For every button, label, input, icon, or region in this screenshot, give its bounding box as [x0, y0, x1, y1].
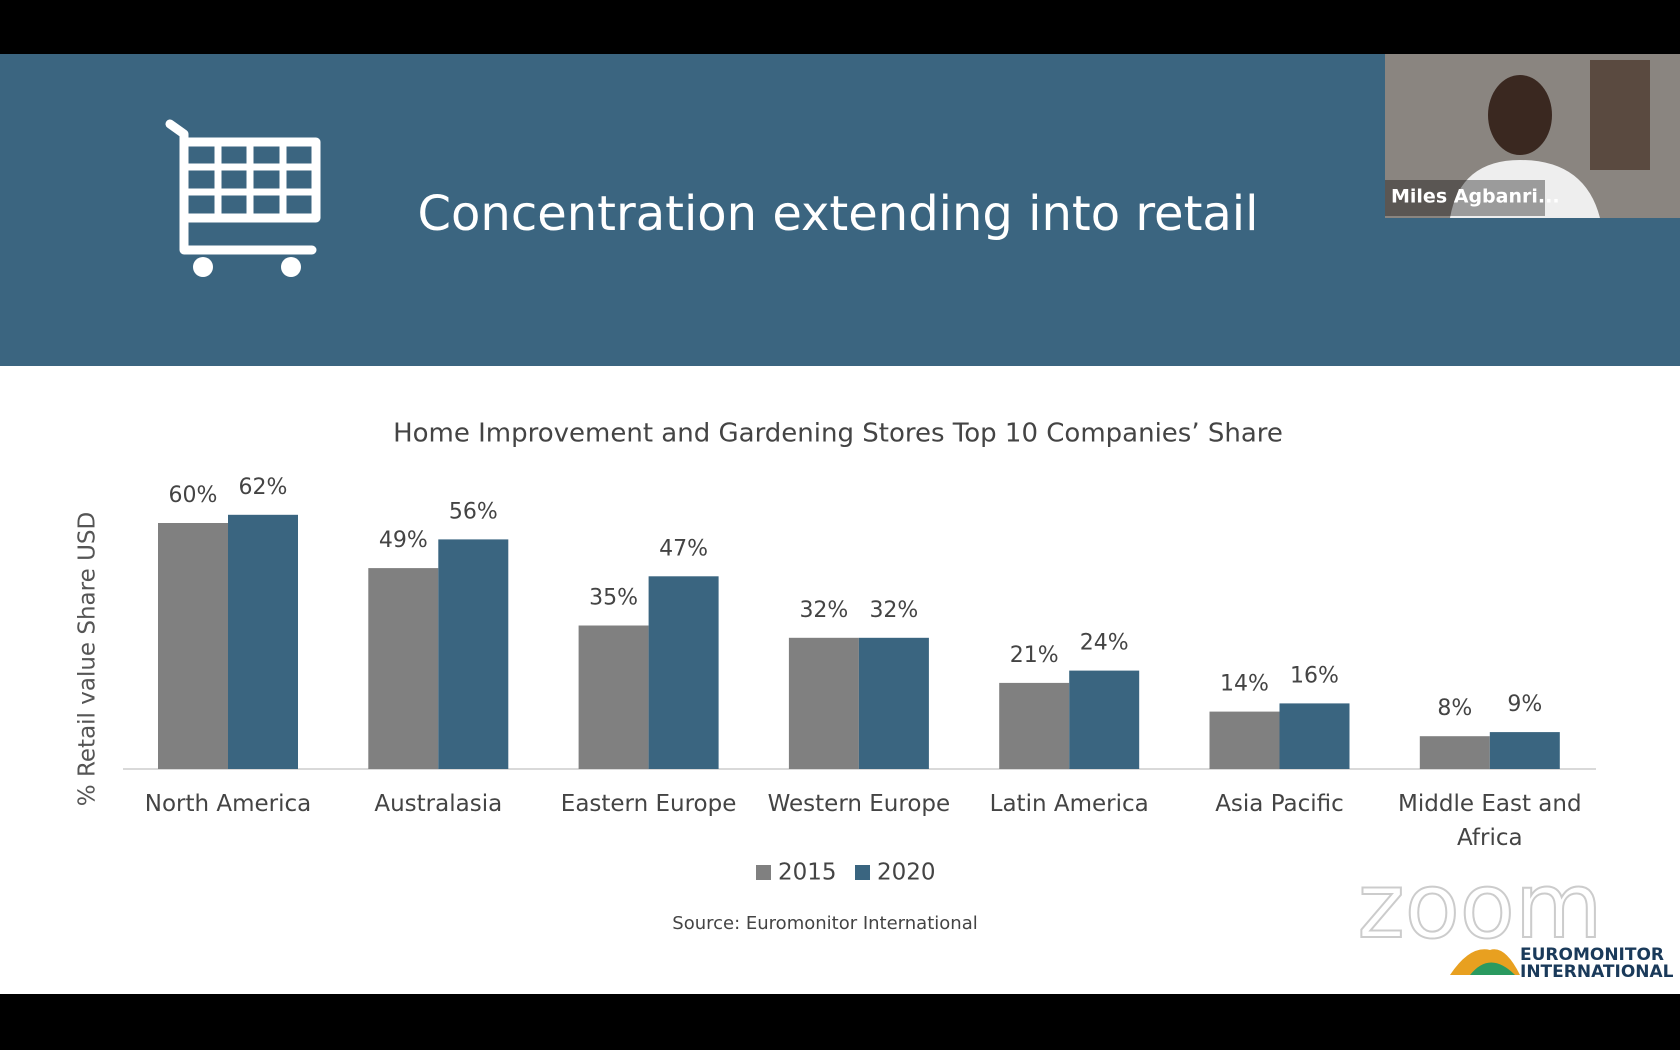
bar — [858, 637, 929, 769]
bar — [999, 682, 1070, 769]
slide-title: Concentration extending into retail — [418, 186, 1259, 242]
y-axis-label: % Retail value Share USD — [75, 512, 101, 806]
value-label: 47% — [659, 536, 708, 561]
bar — [1419, 736, 1490, 769]
value-label: 16% — [1290, 663, 1339, 688]
brand-logo: EUROMONITOR INTERNATIONAL — [1450, 945, 1674, 982]
brand-line: EUROMONITOR — [1520, 945, 1664, 965]
x-tick-label: Latin America — [989, 791, 1149, 817]
legend-label: 2020 — [877, 860, 936, 886]
value-label: 14% — [1220, 672, 1269, 697]
legend-swatch — [756, 865, 771, 880]
value-label: 24% — [1080, 631, 1129, 656]
bar — [1279, 703, 1350, 769]
x-tick-label: Middle East and Africa — [1398, 791, 1582, 851]
bar — [1209, 711, 1280, 769]
bar — [788, 637, 859, 769]
x-tick-label: Asia Pacific — [1215, 791, 1344, 817]
value-label: 32% — [869, 598, 918, 623]
bar — [1489, 732, 1560, 769]
value-label: 62% — [239, 475, 288, 500]
value-label: 56% — [449, 499, 498, 524]
video-tile: Miles Agbanri... — [1385, 54, 1680, 218]
source: Source: Euromonitor International — [672, 913, 977, 934]
value-label: 32% — [799, 598, 848, 623]
bar — [1069, 670, 1140, 769]
bar — [228, 514, 298, 769]
chart-title: Home Improvement and Gardening Stores To… — [393, 419, 1283, 449]
bar — [648, 576, 719, 769]
value-label: 8% — [1437, 696, 1472, 721]
value-label: 60% — [169, 483, 218, 508]
value-label: 49% — [379, 528, 428, 553]
x-tick-label: Western Europe — [767, 791, 951, 817]
value-label: 21% — [1010, 643, 1059, 668]
bar — [158, 523, 228, 769]
legend-label: 2015 — [778, 860, 837, 886]
x-tick-label: Eastern Europe — [560, 791, 737, 817]
value-label: 35% — [589, 586, 638, 611]
cart-icon — [165, 119, 321, 277]
participant-name: Miles Agbanri... — [1391, 186, 1560, 208]
bar — [438, 539, 509, 769]
bar — [368, 568, 439, 769]
x-tick-label: North America — [144, 791, 312, 817]
brand-line: INTERNATIONAL — [1520, 962, 1674, 982]
legend-swatch — [855, 865, 870, 880]
value-label: 9% — [1507, 692, 1542, 717]
x-tick-label: Australasia — [374, 791, 503, 817]
zoom-watermark: zoom — [1357, 854, 1602, 959]
bar — [578, 625, 649, 769]
